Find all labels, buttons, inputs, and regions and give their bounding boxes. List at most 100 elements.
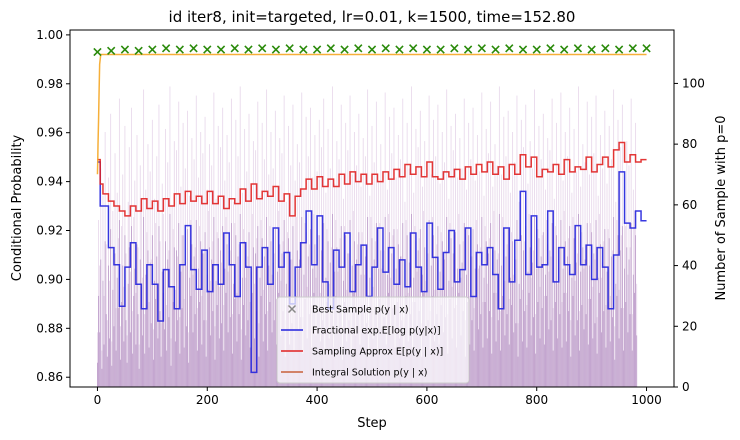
- bar-light: [478, 268, 479, 387]
- bar-dark: [496, 259, 498, 387]
- bar-dark: [131, 226, 132, 387]
- best-sample-marker: [436, 45, 445, 54]
- bar-dark: [263, 256, 265, 387]
- bar-dark: [102, 280, 104, 387]
- bar-dark: [537, 302, 539, 387]
- bar-dark: [224, 268, 226, 387]
- y-tick-label: 0.96: [36, 126, 63, 140]
- bar-light: [113, 262, 115, 387]
- bar-dark: [270, 241, 272, 387]
- bar-light: [196, 308, 198, 387]
- best-sample-marker: [601, 44, 610, 53]
- bar-dark: [545, 274, 546, 387]
- bar-dark: [223, 350, 225, 387]
- bar-dark: [193, 256, 195, 387]
- bar-dark: [507, 229, 509, 387]
- bar-dark: [215, 280, 217, 387]
- bar-dark: [202, 253, 204, 387]
- bar-dark: [486, 338, 488, 387]
- bar-dark: [144, 353, 146, 387]
- legend-box: [276, 296, 470, 384]
- bar-dark: [213, 217, 215, 387]
- y2-axis-ticks: 0 20 40 60 80 100: [674, 76, 705, 394]
- best-sample-marker: [450, 44, 459, 53]
- bar-dark: [236, 341, 238, 387]
- bar-dark: [140, 286, 142, 387]
- best-sample-marker: [299, 45, 308, 54]
- bar-dark: [255, 253, 257, 387]
- bar-light: [271, 274, 273, 387]
- legend-item: Best Sample p(y | x): [287, 305, 409, 316]
- bar-dark: [135, 344, 137, 387]
- x-tick-label: 200: [196, 393, 219, 407]
- bar-dark: [616, 295, 618, 387]
- bar-light: [214, 326, 216, 387]
- x-tick-label: 800: [525, 393, 548, 407]
- bar-dark: [554, 302, 556, 387]
- bar-dark: [269, 302, 271, 387]
- bar-dark: [205, 356, 207, 387]
- bar-dark: [204, 232, 206, 387]
- bar-dark: [257, 226, 259, 387]
- bar-light: [495, 292, 497, 387]
- bar-dark: [148, 347, 150, 387]
- bar-dark: [166, 350, 168, 387]
- bar-dark: [530, 335, 532, 387]
- best-sample-marker: [395, 45, 404, 54]
- bar-dark: [126, 362, 128, 387]
- bar-dark: [172, 302, 174, 387]
- bar-dark: [163, 329, 165, 387]
- bar-light: [262, 289, 264, 387]
- bar-dark: [150, 323, 152, 387]
- bar-light: [565, 292, 567, 387]
- bar-light: [557, 283, 559, 387]
- bar-dark: [138, 368, 140, 387]
- bar-dark: [624, 268, 626, 387]
- bar-dark: [271, 332, 273, 387]
- bar-dark: [478, 329, 479, 387]
- best-sample-marker: [285, 44, 294, 53]
- bar-light: [627, 274, 629, 387]
- bar-dark: [182, 235, 184, 387]
- bar-dark: [146, 305, 148, 387]
- bar-dark: [575, 262, 577, 387]
- bar-dark: [156, 256, 158, 387]
- chart-title: id iter8, init=targeted, lr=0.01, k=1500…: [169, 8, 576, 26]
- best-sample-marker: [161, 44, 171, 53]
- bar-dark: [596, 353, 598, 387]
- bar-dark: [636, 335, 638, 387]
- bar-light: [596, 317, 598, 387]
- bar-dark: [212, 311, 214, 387]
- bar-dark: [503, 232, 505, 387]
- bar-dark: [570, 356, 572, 387]
- bar-light: [631, 314, 633, 387]
- bar-light: [99, 265, 101, 387]
- bar-dark: [209, 247, 210, 387]
- bar-dark: [590, 298, 591, 387]
- bar-dark: [549, 250, 551, 387]
- best-sample-marker: [189, 44, 198, 53]
- bar-dark: [513, 332, 515, 387]
- bar-dark: [170, 365, 172, 387]
- bar-dark: [491, 353, 493, 387]
- bar-light: [605, 305, 607, 387]
- bar-dark: [180, 271, 182, 387]
- bar-dark: [574, 335, 576, 387]
- best-sample-marker: [628, 44, 637, 53]
- bar-dark: [492, 271, 494, 387]
- bar-dark: [553, 280, 555, 387]
- bar-dark: [165, 241, 166, 387]
- bar-light: [539, 286, 541, 387]
- bar-dark: [580, 271, 582, 387]
- y2-axis-label: Number of Sample with p=0: [714, 115, 729, 300]
- bar-dark: [97, 362, 98, 387]
- bar-light: [486, 283, 488, 387]
- bar-light: [504, 280, 506, 387]
- bar-dark: [612, 317, 613, 387]
- bar-dark: [560, 220, 562, 387]
- bar-dark: [120, 359, 121, 387]
- bar-light: [276, 298, 277, 387]
- best-sample-marker: [258, 44, 267, 53]
- best-sample-marker: [93, 47, 102, 57]
- bar-dark: [484, 302, 486, 387]
